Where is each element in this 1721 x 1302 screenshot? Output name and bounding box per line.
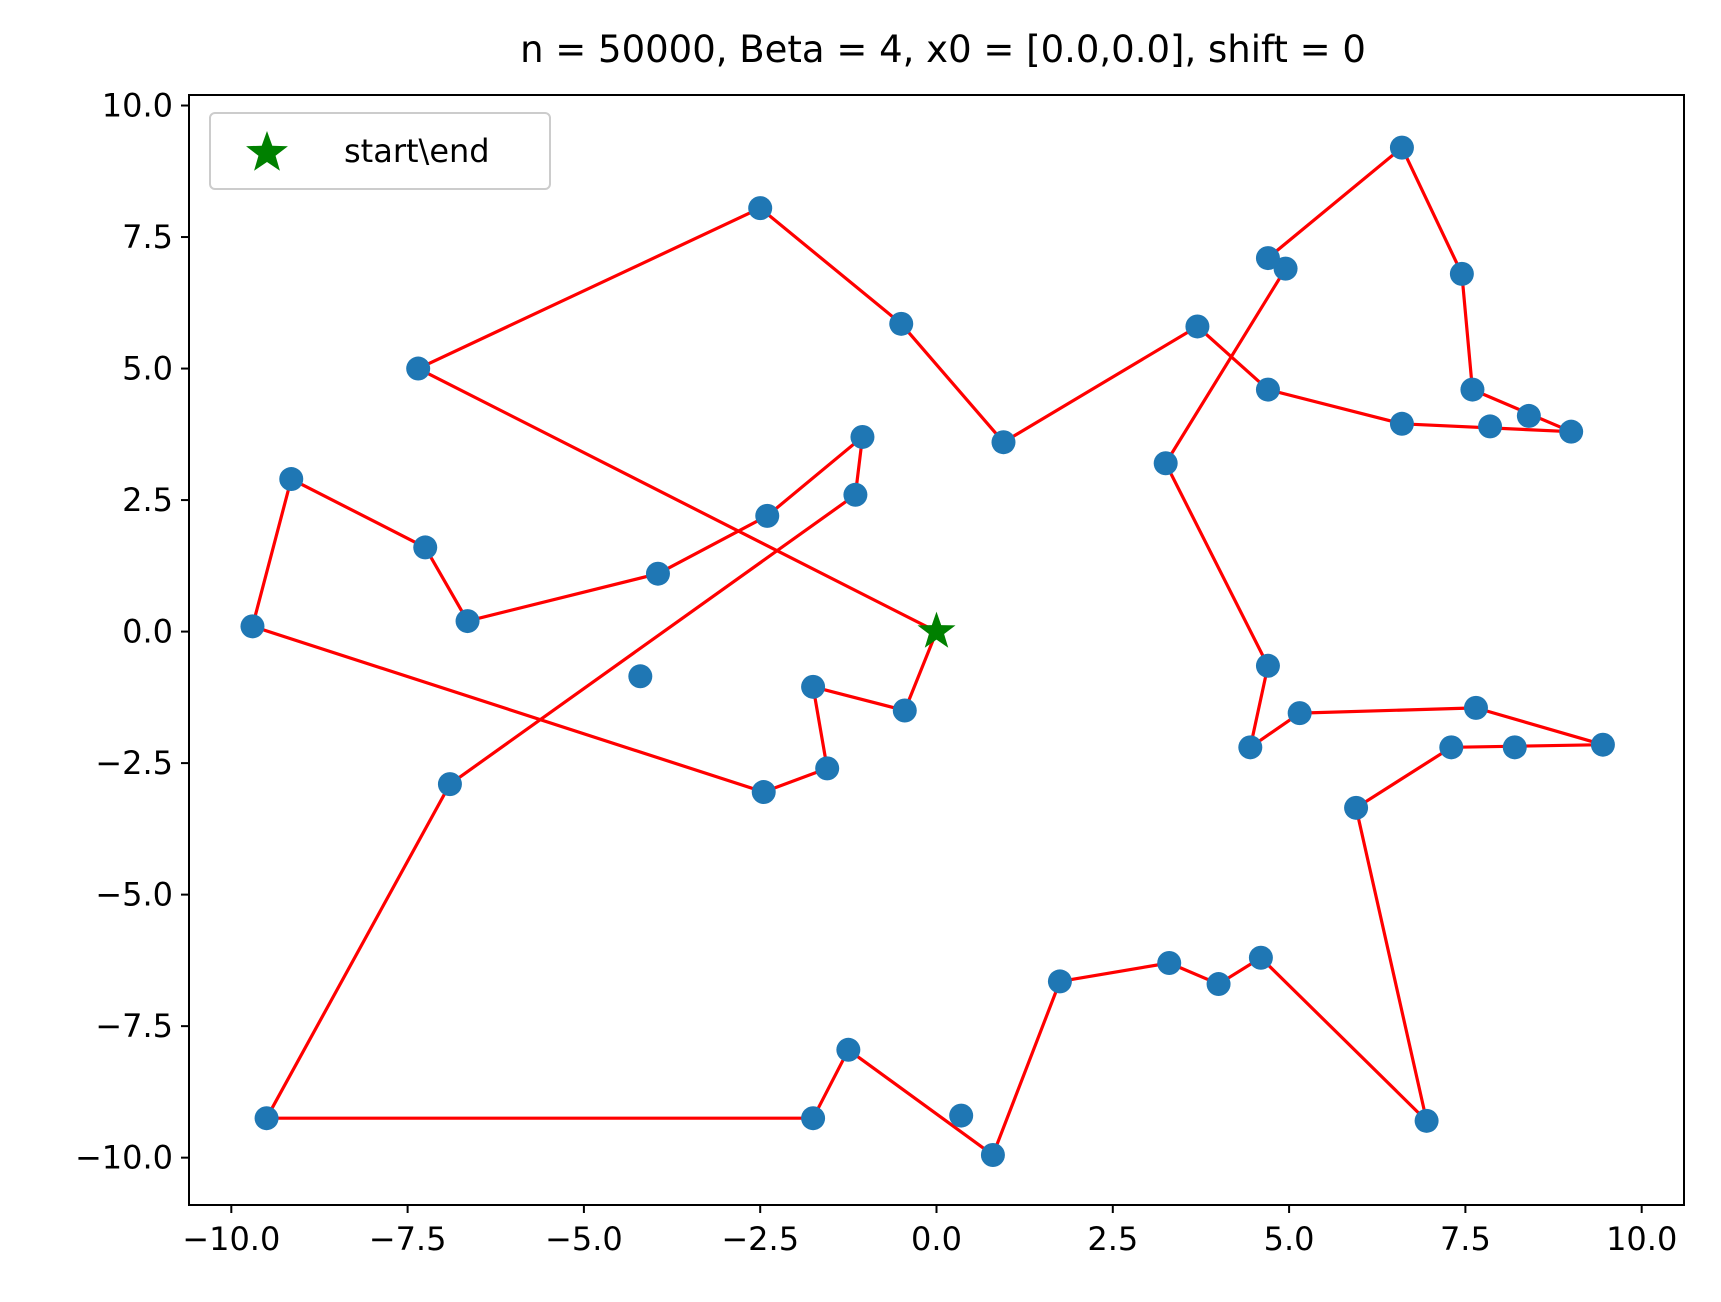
- x-tick-label: 0.0: [911, 1220, 962, 1258]
- data-point: [1460, 377, 1485, 402]
- x-tick-label: −7.5: [369, 1220, 447, 1258]
- data-point: [1478, 414, 1503, 439]
- data-point: [980, 1143, 1005, 1168]
- legend-label: start\end: [344, 132, 490, 170]
- data-point: [1273, 256, 1298, 281]
- data-point: [1502, 735, 1527, 760]
- y-tick-label: 10.0: [102, 87, 173, 125]
- data-point: [628, 664, 653, 689]
- data-point: [1414, 1108, 1439, 1133]
- data-point: [1255, 246, 1280, 271]
- data-point: [254, 1106, 279, 1131]
- data-point: [843, 482, 868, 507]
- data-point: [801, 674, 826, 699]
- legend-box: [209, 112, 551, 190]
- data-point: [1185, 314, 1210, 339]
- data-point: [1206, 972, 1231, 997]
- y-tick-label: −2.5: [95, 744, 173, 782]
- data-point: [1047, 969, 1072, 994]
- data-point: [1344, 795, 1369, 820]
- x-tick-label: 10.0: [1606, 1220, 1677, 1258]
- data-point: [1248, 945, 1273, 970]
- data-point: [1439, 735, 1464, 760]
- start-end-marker: [917, 611, 956, 648]
- data-point: [1255, 653, 1280, 678]
- start-layer: [917, 611, 956, 648]
- data-point: [1463, 695, 1488, 720]
- data-point: [645, 561, 670, 586]
- data-point: [1389, 411, 1414, 436]
- x-tick-label: −10.0: [182, 1220, 280, 1258]
- data-point: [437, 772, 462, 797]
- data-point: [751, 780, 776, 805]
- y-tick-label: 5.0: [122, 350, 173, 388]
- data-point: [1153, 451, 1178, 476]
- data-point: [748, 196, 773, 221]
- chart-title: n = 50000, Beta = 4, x0 = [0.0,0.0], shi…: [520, 28, 1366, 71]
- legend: start\end: [209, 112, 551, 190]
- data-point: [949, 1103, 974, 1128]
- y-tick-label: −10.0: [75, 1139, 173, 1177]
- data-point: [815, 756, 840, 781]
- data-point: [850, 424, 875, 449]
- x-tick-label: −5.0: [545, 1220, 623, 1258]
- data-point: [1590, 732, 1615, 757]
- y-tick-label: −5.0: [95, 876, 173, 914]
- plot-area: [189, 95, 1684, 1205]
- data-point: [801, 1106, 826, 1131]
- x-tick-label: 2.5: [1087, 1220, 1138, 1258]
- data-point: [991, 430, 1016, 455]
- data-point: [755, 503, 780, 528]
- data-point: [1157, 951, 1182, 976]
- data-point: [1516, 403, 1541, 428]
- y-tick-label: −7.5: [95, 1007, 173, 1045]
- data-point: [1449, 261, 1474, 286]
- data-point: [1238, 735, 1263, 760]
- y-tick-label: 0.0: [122, 613, 173, 651]
- data-point: [1255, 377, 1280, 402]
- data-point: [406, 356, 431, 381]
- y-tick-label: 2.5: [122, 481, 173, 519]
- x-tick-label: 5.0: [1264, 1220, 1315, 1258]
- data-point: [889, 311, 914, 336]
- data-point: [455, 609, 480, 634]
- data-point: [1559, 419, 1584, 444]
- data-point: [892, 698, 917, 723]
- points-layer: [240, 135, 1615, 1168]
- y-tick-label: 7.5: [122, 218, 173, 256]
- data-point: [240, 614, 265, 639]
- data-point: [413, 535, 438, 560]
- y-axis: 10.0 7.5 5.0 2.5 0.0 −2.5 −5.0 −7.5 −10.0: [75, 87, 189, 1177]
- legend-star-icon: [246, 131, 288, 171]
- data-point: [279, 467, 304, 492]
- x-tick-label: −2.5: [721, 1220, 799, 1258]
- data-point: [1389, 135, 1414, 160]
- x-tick-label: 7.5: [1440, 1220, 1491, 1258]
- data-point: [836, 1037, 861, 1062]
- x-axis: −10.0 −7.5 −5.0 −2.5 0.0 2.5 5.0 7.5 10.0: [182, 1205, 1677, 1258]
- data-point: [1287, 701, 1312, 726]
